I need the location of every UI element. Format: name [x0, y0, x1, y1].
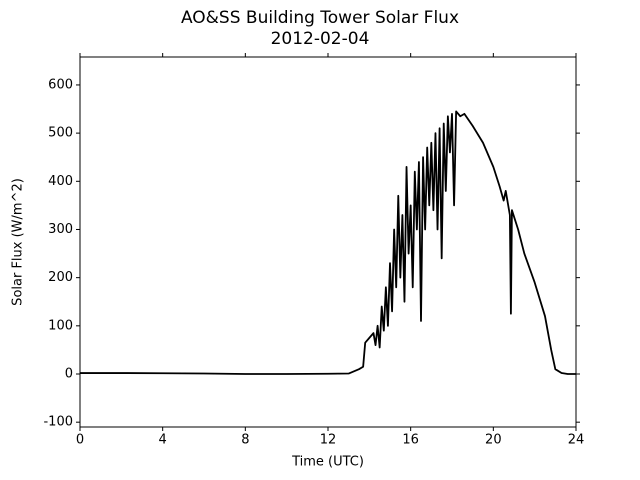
y-tick-label: 200 — [48, 270, 73, 285]
x-tick-label: 8 — [241, 433, 249, 448]
chart-title: AO&SS Building Tower Solar Flux — [181, 8, 459, 28]
y-tick-label: 500 — [48, 126, 73, 141]
y-tick-label: 0 — [65, 367, 73, 382]
x-tick-label: 0 — [76, 433, 84, 448]
y-tick-label: -100 — [43, 415, 73, 430]
y-tick-label: 300 — [48, 222, 73, 237]
plot-frame — [79, 56, 577, 428]
x-tick-label: 24 — [568, 433, 585, 448]
x-tick-label: 16 — [402, 433, 419, 448]
data-line — [80, 110, 576, 375]
y-tick-label: 400 — [48, 174, 73, 189]
x-axis-label: Time (UTC) — [291, 455, 364, 470]
y-tick-label: 100 — [48, 318, 73, 333]
x-tick-label: 4 — [159, 433, 167, 448]
y-axis-label: Solar Flux (W/m^2) — [11, 178, 26, 306]
x-tick-label: 20 — [485, 433, 502, 448]
y-tick-label: 600 — [48, 77, 73, 92]
chart-subtitle: 2012-02-04 — [271, 29, 370, 49]
x-tick-label: 12 — [320, 433, 337, 448]
